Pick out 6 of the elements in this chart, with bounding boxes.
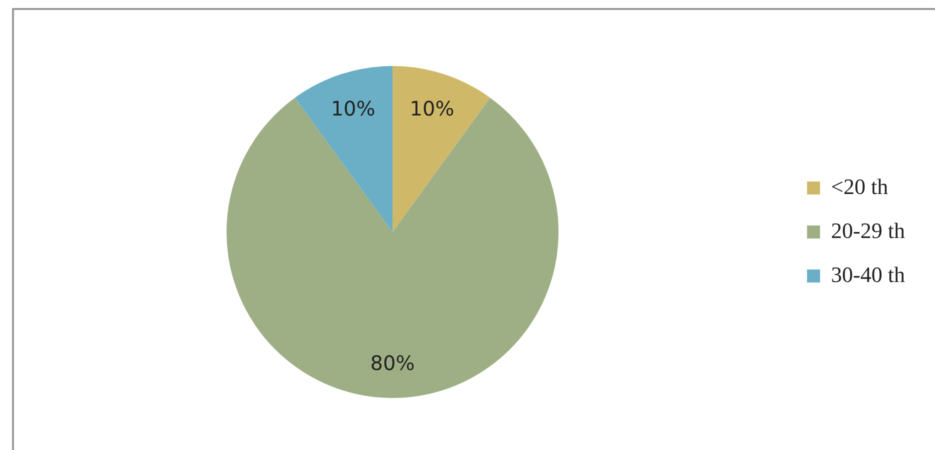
legend-label: 30-40 th [831,262,906,287]
data-label: 80% [370,351,415,376]
legend-label: 20-29 th [831,218,906,243]
legend-label: <20 th [831,174,888,199]
data-label: 10% [410,96,454,121]
data-label: 10% [330,96,376,121]
